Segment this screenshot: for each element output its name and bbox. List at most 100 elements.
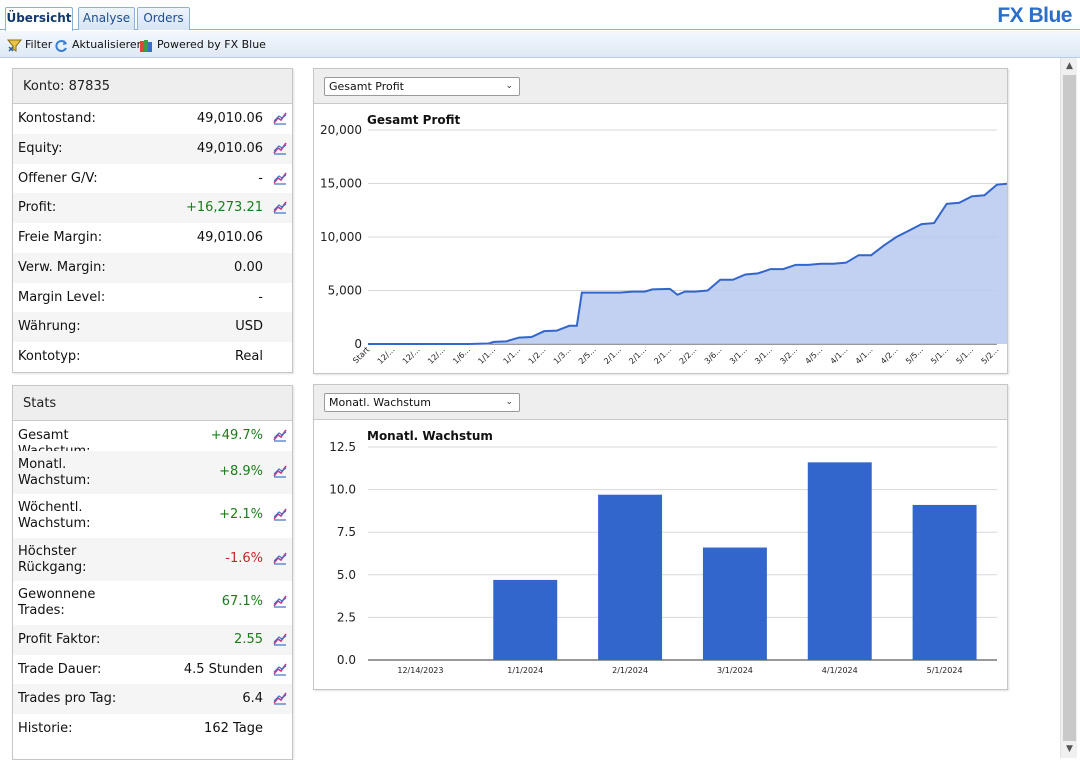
stats-row-label: Höchster Rückgang: <box>18 543 87 575</box>
y-tick-label: 12.5 <box>329 440 356 454</box>
x-tick-label: 2/1... <box>652 345 673 366</box>
stats-panel-header: Stats <box>13 386 292 421</box>
tab-orders[interactable]: Orders <box>137 7 190 30</box>
x-tick-label: 12/... <box>426 345 447 366</box>
bar <box>598 494 663 660</box>
x-tick-label: 4/1/2024 <box>822 666 858 675</box>
x-tick-label: 4/2... <box>879 345 900 366</box>
x-tick-label: 3/1/2024 <box>717 666 753 675</box>
chart-line-icon[interactable] <box>273 171 287 185</box>
account-row-label: Freie Margin: <box>18 230 103 245</box>
x-tick-label: 5/1... <box>929 345 950 366</box>
stats-title: Stats <box>23 396 57 411</box>
filter-button[interactable]: Filter <box>7 36 52 54</box>
y-tick-label: 10.0 <box>329 483 356 497</box>
account-row-label: Währung: <box>18 319 81 335</box>
x-tick-label: 12/... <box>401 345 422 366</box>
x-tick-label: 3/2... <box>778 345 799 366</box>
books-icon <box>140 39 152 52</box>
account-row-value: - <box>258 170 263 186</box>
account-row-label: Offener G/V: <box>18 170 98 186</box>
scroll-down-icon[interactable]: ▼ <box>1066 744 1073 754</box>
refresh-button[interactable]: Aktualisieren <box>54 36 144 54</box>
account-row-value: 49,010.06 <box>196 230 263 245</box>
chart-line-icon[interactable] <box>273 111 287 125</box>
stats-row-label: Wöchentl. Wachstum: <box>18 500 91 532</box>
growth-chart-panel: Monatl. Wachstum ⌄ Monatl. Wachstum 0.0 2.… <box>313 384 1008 690</box>
profit-line <box>368 169 1031 345</box>
x-tick-label: 1/1... <box>502 345 523 366</box>
x-tick-label: 2/1/2024 <box>612 666 648 675</box>
account-row-label: Profit: <box>18 200 57 216</box>
chart-line-icon[interactable] <box>273 200 287 214</box>
profit-chart: Gesamt Profit05,00010,00015,00020,000Sta… <box>320 113 1031 366</box>
y-tick-label: 20,000 <box>320 123 362 137</box>
powered-label: Powered by FX Blue <box>157 38 266 51</box>
chart-line-icon[interactable] <box>273 632 287 646</box>
profit-chart-header: Gesamt Profit ⌄ <box>314 69 1007 104</box>
chart-line-icon[interactable] <box>273 507 287 521</box>
stats-row-value: 4.5 Stunden <box>183 661 263 677</box>
chart-line-icon[interactable] <box>273 691 287 705</box>
chart-line-icon[interactable] <box>273 551 287 565</box>
x-tick-label: 12/14/2023 <box>397 666 443 675</box>
x-tick-label: 1/6... <box>451 345 472 366</box>
profit-chart-select[interactable]: Gesamt Profit ⌄ <box>324 77 520 96</box>
growth-chart: Monatl. Wachstum 0.0 2.5 5.0 7.5 10.0 12.5 12/1… <box>329 429 997 675</box>
vertical-scrollbar[interactable]: ▲ ▼ <box>1060 58 1077 758</box>
toolbar: Filter Aktualisieren Powered by FX Blue <box>0 31 1080 58</box>
stats-row: Gewonnene Trades: 67.1% <box>13 581 292 625</box>
account-row-value: 0.00 <box>234 259 263 275</box>
scroll-thumb[interactable] <box>1063 75 1076 741</box>
refresh-icon <box>55 39 67 52</box>
stats-row-label: Monatl. Wachstum: <box>18 456 91 488</box>
account-row-value: Real <box>234 349 263 364</box>
x-tick-label: 4/1... <box>829 345 850 366</box>
chevron-down-icon: ⌄ <box>505 81 513 91</box>
stats-row-label: Historie: <box>18 721 73 736</box>
chart-line-icon[interactable] <box>273 464 287 478</box>
x-tick-label: 5/1... <box>954 345 975 366</box>
account-row-label: Kontotyp: <box>18 349 81 364</box>
stats-row: Höchster Rückgang: -1.6% <box>13 537 292 582</box>
stats-row-value: 2.55 <box>234 631 263 647</box>
y-tick-label: 15,000 <box>320 177 362 191</box>
x-tick-label: 2/5... <box>577 345 598 366</box>
stats-row-label: Trade Dauer: <box>18 661 102 677</box>
bar <box>912 504 977 660</box>
y-tick-label: 7.5 <box>337 525 356 539</box>
stats-row-label: Profit Faktor: <box>18 631 101 647</box>
y-tick-label: 2.5 <box>337 610 356 624</box>
account-row-value: 49,010.06 <box>196 111 263 126</box>
chart-line-icon[interactable] <box>273 141 287 155</box>
tab-analyse[interactable]: Analyse <box>78 7 135 30</box>
profit-chart-panel: Gesamt Profit ⌄ Gesamt Profit 0 5,000 10,00… <box>313 68 1031 374</box>
account-row-value: - <box>258 289 263 305</box>
powered-by-link[interactable]: Powered by FX Blue <box>139 36 266 54</box>
account-rows: Kontostand: 49,010.06 Equity: 49,010.06 Offe… <box>13 104 292 372</box>
y-tick-label: 5.0 <box>337 568 356 582</box>
bar <box>807 462 872 660</box>
x-tick-label: 5/5... <box>904 345 925 366</box>
chart-line-icon[interactable] <box>273 662 287 676</box>
tab-bar: Übersicht Analyse Orders FX Blue <box>0 0 1080 31</box>
account-row: Verw. Margin: 0.00 <box>13 252 292 283</box>
stats-row: Wöchentl. Wachstum: +2.1% <box>13 494 292 538</box>
chart-line-icon[interactable] <box>273 594 287 608</box>
scroll-up-icon[interactable]: ▲ <box>1066 61 1073 71</box>
stats-row-label: Gewonnene Trades: <box>18 587 96 619</box>
account-panel-header: Konto: 87835 <box>13 69 292 104</box>
stats-row: Profit Faktor: 2.55 <box>13 624 292 655</box>
growth-chart-header: Monatl. Wachstum ⌄ <box>314 385 1007 420</box>
account-row: Währung: USD <box>13 312 292 342</box>
x-tick-label: 3/1... <box>728 345 749 366</box>
x-tick-label: 5/1/2024 <box>927 666 963 675</box>
account-row-value: +16,273.21 <box>185 200 263 216</box>
y-tick-label: 0.0 <box>337 653 356 667</box>
account-panel: Konto: 87835 Kontostand: 49,010.06 Equity:… <box>12 68 293 373</box>
x-tick-label: 2/1... <box>627 345 648 366</box>
chart-line-icon[interactable] <box>273 428 287 442</box>
y-tick-label: 5,000 <box>328 284 362 298</box>
growth-chart-select[interactable]: Monatl. Wachstum ⌄ <box>324 393 520 412</box>
tab-uebersicht[interactable]: Übersicht <box>5 7 73 31</box>
